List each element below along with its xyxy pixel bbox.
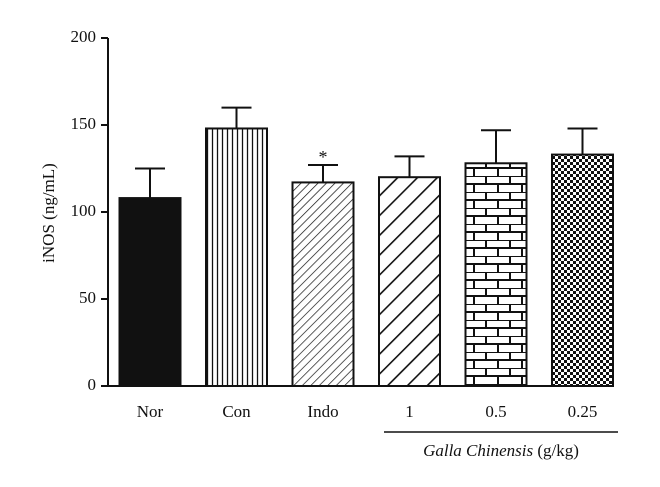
y-tick-label: 0 xyxy=(88,375,97,394)
bar-Nor xyxy=(118,197,182,387)
y-tick-label: 200 xyxy=(71,27,97,46)
x-tick-label: Nor xyxy=(137,402,164,421)
error-bars xyxy=(135,106,598,199)
x-tick-label: 0.25 xyxy=(568,402,598,421)
group-label-unit: (g/kg) xyxy=(533,441,579,460)
x-ticks: Nor Con Indo 1 0.5 0.25 xyxy=(137,402,598,421)
bar-0.5 xyxy=(464,162,528,387)
x-tick-label: 0.5 xyxy=(485,402,506,421)
y-tick-label: 50 xyxy=(79,288,96,307)
x-tick-label: 1 xyxy=(405,402,414,421)
annotations: * xyxy=(319,147,328,167)
bar-1 xyxy=(378,176,441,387)
group-label: Galla Chinensis (g/kg) xyxy=(423,441,579,460)
bar-0.25 xyxy=(551,153,614,387)
x-tick-label: Con xyxy=(222,402,251,421)
x-tick-label: Indo xyxy=(307,402,338,421)
y-tick-label: 150 xyxy=(71,114,97,133)
bar-Indo xyxy=(291,181,355,387)
y-axis-title: iNOS (ng/mL) xyxy=(39,163,58,263)
y-tick-label: 100 xyxy=(71,201,97,220)
y-ticks: 0 50 100 150 200 xyxy=(71,27,108,394)
bar-Con xyxy=(205,127,268,387)
group-label-species: Galla Chinensis xyxy=(423,441,533,460)
bars xyxy=(118,127,614,387)
significance-marker: * xyxy=(319,147,328,167)
